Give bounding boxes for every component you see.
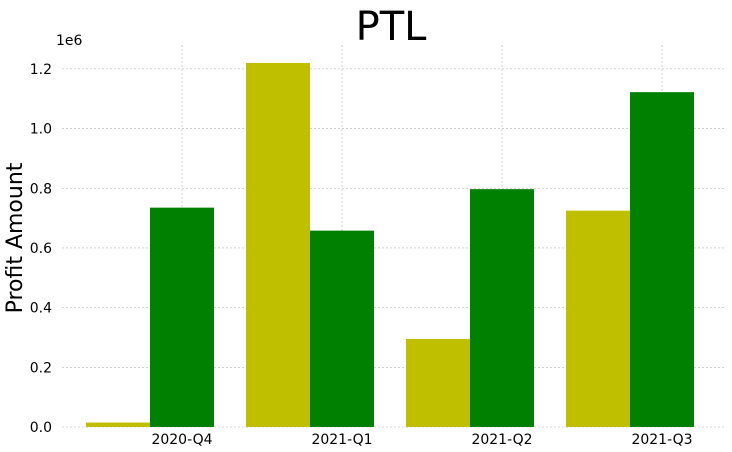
x-tick-label: 2021-Q2	[471, 432, 532, 448]
y-axis-label: Profit Amount	[3, 162, 28, 313]
bar-series-2-2021-Q3	[630, 92, 694, 427]
bar-series-1-2021-Q3	[566, 210, 630, 427]
y-axis-offset-label: 1e6	[56, 33, 83, 49]
bar-series-2-2021-Q2	[470, 189, 534, 427]
x-tick-label: 2020-Q4	[151, 432, 212, 448]
x-tick-label: 2021-Q3	[631, 432, 692, 448]
y-tick-label: 0.4	[30, 301, 52, 317]
y-tick-label: 0.0	[30, 420, 52, 436]
y-tick-label: 0.6	[30, 241, 52, 257]
bar-series-2-2021-Q1	[310, 230, 374, 427]
y-tick-label: 1.2	[30, 62, 52, 78]
bar-series-1-2021-Q1	[246, 62, 310, 427]
x-tick-label: 2021-Q1	[311, 432, 372, 448]
chart-title: PTL	[356, 4, 428, 50]
bars	[86, 62, 694, 427]
y-tick-label: 1.0	[30, 122, 52, 138]
y-tick-label: 0.8	[30, 181, 52, 197]
bar-series-2-2020-Q4	[150, 207, 214, 427]
bar-series-1-2021-Q2	[406, 338, 470, 427]
bar-series-1-2020-Q4	[86, 422, 150, 427]
y-tick-label: 0.2	[30, 360, 52, 376]
ticks: 0.0 0.2 0.4 0.6 0.8 1.0 1.2 2020-Q4 2021-Q1 2021-…	[30, 62, 693, 448]
